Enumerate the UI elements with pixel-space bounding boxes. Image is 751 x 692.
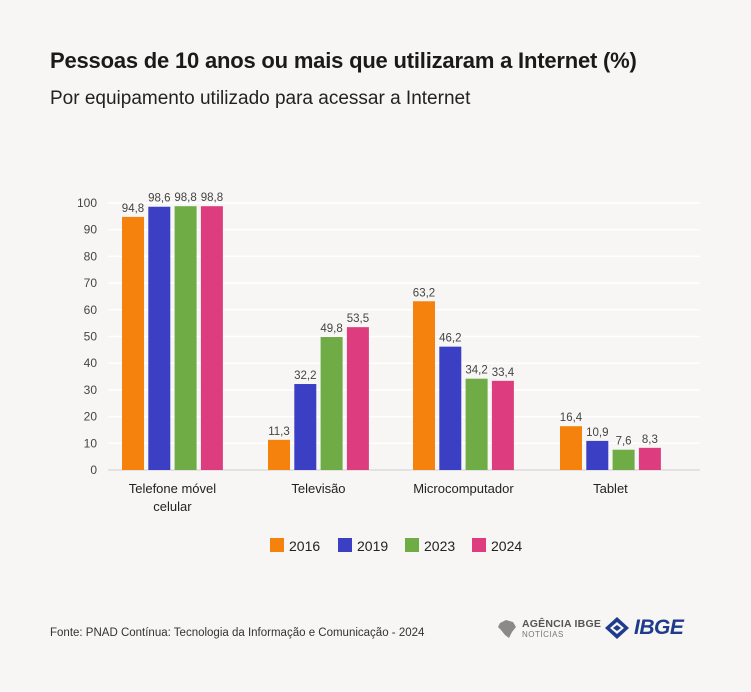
y-tick-label: 60 (84, 303, 98, 317)
legend-label: 2023 (424, 538, 455, 554)
data-label: 7,6 (616, 436, 632, 448)
bar (586, 440, 609, 470)
bar (413, 301, 435, 470)
category-label: Televisão (291, 481, 345, 496)
bar (491, 380, 514, 470)
chart-title: Pessoas de 10 anos ou mais que utilizara… (50, 48, 637, 73)
y-tick-label: 30 (84, 383, 98, 397)
data-label: 53,5 (347, 313, 369, 325)
y-tick-label: 100 (77, 196, 97, 210)
bar (612, 449, 635, 470)
data-label: 98,8 (201, 192, 223, 204)
bar (465, 378, 488, 470)
legend-label: 2024 (491, 538, 522, 554)
bar (560, 426, 582, 470)
y-tick-label: 80 (84, 249, 98, 263)
brazil-map-icon (498, 620, 516, 638)
chart-subtitle: Por equipamento utilizado para acessar a… (50, 88, 471, 109)
data-label: 34,2 (465, 365, 487, 377)
legend-label: 2016 (289, 538, 320, 554)
category-label: Telefone móvel (129, 481, 217, 496)
bar (268, 439, 290, 470)
data-label: 33,4 (492, 367, 515, 379)
agencia-logo-text: AGÊNCIA IBGE (522, 617, 602, 630)
category-label: Tablet (593, 481, 628, 496)
bar (320, 337, 343, 470)
ibge-logo-text: IBGE (634, 616, 684, 639)
data-label: 94,8 (122, 203, 144, 215)
ibge-logo: IBGE (604, 616, 684, 640)
legend-swatch (338, 538, 352, 552)
logos: AGÊNCIA IBGE NOTÍCIAS IBGE (496, 612, 706, 652)
data-label: 46,2 (439, 333, 461, 345)
bar (122, 216, 144, 470)
y-tick-label: 50 (84, 330, 98, 344)
category-label: Microcomputador (413, 481, 514, 496)
y-tick-label: 40 (84, 356, 98, 370)
legend-swatch (472, 538, 486, 552)
bar (148, 206, 171, 470)
y-tick-label: 20 (84, 410, 98, 424)
legend-swatch (405, 538, 419, 552)
agencia-logo-subtext: NOTÍCIAS (522, 630, 564, 640)
data-label: 49,8 (320, 323, 342, 335)
y-tick-label: 0 (90, 463, 97, 477)
bar (200, 206, 223, 471)
data-label: 16,4 (560, 412, 583, 424)
legend-label: 2019 (357, 538, 388, 554)
bar (174, 206, 197, 471)
ibge-diamond-icon (605, 617, 629, 639)
bar (439, 346, 462, 470)
data-label: 98,6 (148, 193, 170, 205)
category-label: celular (153, 499, 192, 514)
bar (346, 327, 369, 470)
data-label: 11,3 (268, 426, 290, 438)
agencia-ibge-logo: AGÊNCIA IBGE NOTÍCIAS (496, 618, 601, 640)
data-label: 10,9 (586, 427, 608, 439)
legend-swatch (270, 538, 284, 552)
y-tick-label: 10 (84, 436, 98, 450)
data-label: 63,2 (413, 287, 435, 299)
bar (294, 384, 317, 470)
bar (638, 447, 661, 470)
data-label: 98,8 (174, 192, 196, 204)
y-tick-label: 70 (84, 276, 98, 290)
y-tick-label: 90 (84, 223, 98, 237)
source-note: Fonte: PNAD Contínua: Tecnologia da Info… (50, 627, 425, 639)
data-label: 32,2 (294, 370, 316, 382)
data-label: 8,3 (642, 434, 658, 446)
